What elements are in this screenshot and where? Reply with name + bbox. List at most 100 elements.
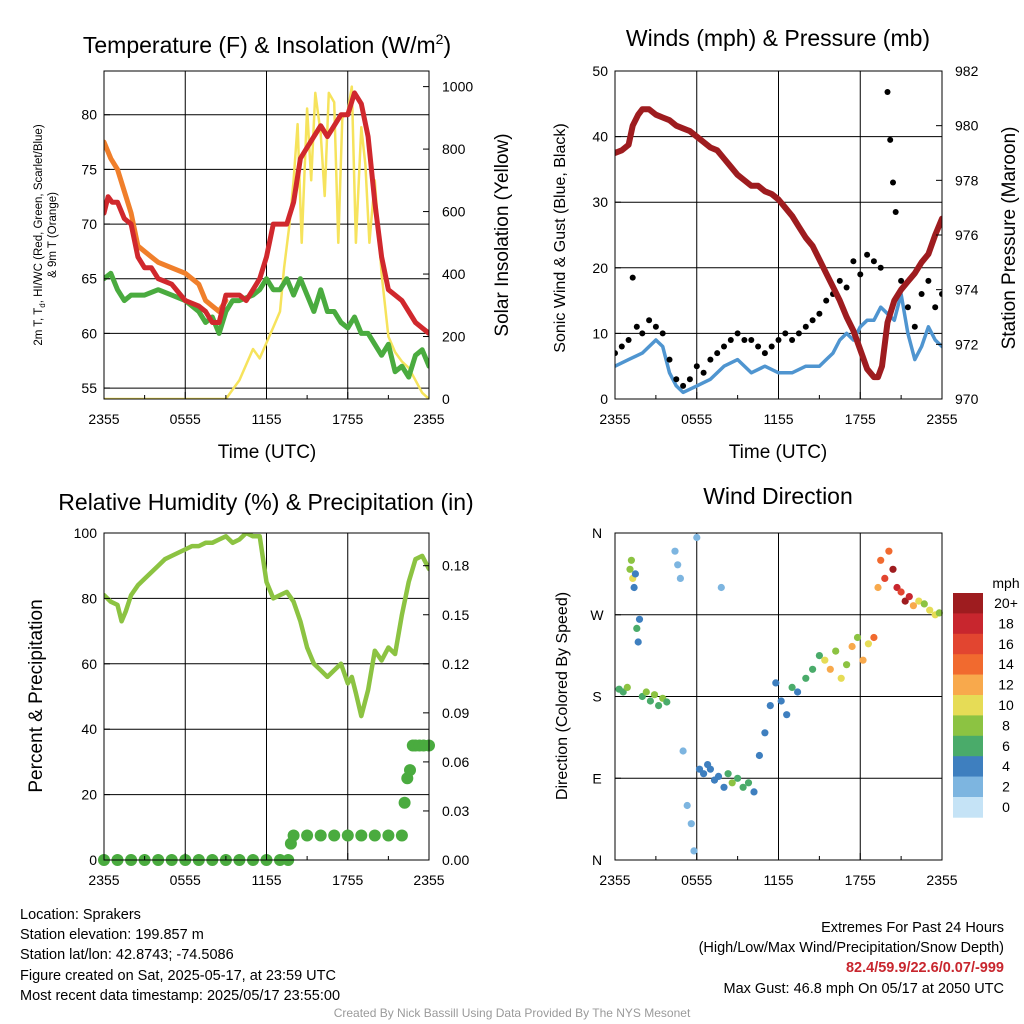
max-gust: Max Gust: 46.8 mph On 05/17 at 2050 UTC	[723, 980, 1004, 997]
legend-swatch	[953, 756, 983, 777]
y2-tick-label: 976	[955, 227, 979, 243]
legend-swatch	[953, 797, 983, 818]
wind-direction-point	[864, 640, 873, 648]
y-tick-label: 0	[89, 852, 97, 868]
humidity-x-ticks: 2355 0555 1155 1755 2355	[88, 853, 445, 888]
legend-swatch	[953, 674, 983, 696]
credit-line: Created By Nick Bassill Using Data Provi…	[333, 1006, 691, 1020]
humidity-y-label: Percent & Precipitation	[26, 599, 47, 792]
y-tick-label: 20	[81, 787, 97, 803]
x-tick-label: 1755	[332, 411, 363, 427]
y2-tick-label: 970	[955, 391, 979, 407]
wind-direction-point	[739, 783, 747, 791]
station-info: Location: Sprakers Station elevation: 19…	[20, 905, 340, 1006]
x-tick-label: 1755	[845, 411, 876, 427]
wind-direction-point	[877, 556, 885, 564]
y-tick-label: 80	[81, 107, 97, 123]
wind-direction-point	[821, 656, 829, 664]
x-tick-label: 0555	[681, 872, 712, 888]
y2-tick-label: 200	[442, 329, 466, 345]
direction-tick-label: E	[592, 770, 601, 786]
wind-direction-point	[843, 661, 851, 669]
legend-swatch	[953, 613, 983, 635]
gust-point	[686, 376, 693, 383]
wind-direction-point	[623, 683, 631, 692]
wind-direction-point	[700, 770, 708, 778]
legend-label: 6	[1002, 738, 1010, 754]
legend-label: 8	[1002, 717, 1010, 733]
extremes-info: Extremes For Past 24 Hours (High/Low/Max…	[699, 918, 1004, 999]
precip-point	[341, 829, 354, 842]
wind-direction-point	[631, 570, 640, 578]
gust-point	[892, 209, 899, 215]
legend-label: 16	[998, 636, 1014, 652]
wind-direction-point	[794, 688, 802, 696]
gust-point	[939, 291, 942, 297]
y-tick-label: 100	[74, 525, 98, 541]
temperature-panel: Temperature (F) & Insolation (W/m2) 55 60…	[33, 31, 513, 463]
gust-point	[918, 291, 925, 297]
gust-point	[625, 337, 632, 343]
wind-direction-point	[693, 533, 701, 542]
wind-direction-point	[920, 600, 928, 608]
direction-tick-label: W	[590, 607, 604, 623]
y2-tick-label: 0.03	[442, 803, 469, 819]
precip-point	[368, 829, 381, 842]
speed-legend: 20+ 18 16 14 12 10 8 6 4 2 0	[953, 593, 1018, 818]
gust-point	[734, 330, 741, 337]
gust-point	[618, 343, 625, 350]
gust-point	[646, 317, 653, 324]
x-tick-label: 1155	[251, 872, 281, 888]
y2-tick-label: 0.06	[442, 754, 469, 770]
wind-direction-point	[690, 847, 698, 855]
gust-point	[836, 277, 843, 284]
gust-point	[707, 356, 714, 363]
y2-tick-label: 0.15	[442, 607, 469, 623]
y-tick-label: 50	[592, 63, 608, 79]
series-2m-td	[104, 270, 429, 380]
speed-legend-title: mph	[992, 575, 1019, 591]
extremes-title: Extremes For Past 24 Hours	[821, 920, 1004, 936]
gust-point	[877, 264, 884, 271]
winds-x-label: Time (UTC)	[729, 442, 828, 463]
gust-point	[755, 343, 762, 350]
gust-point	[850, 258, 857, 265]
wind-direction-point	[634, 638, 642, 646]
temperature-y-ticks: 55 60 65 70 75 80	[81, 107, 110, 396]
wind-direction-point	[663, 698, 671, 706]
insolation-y-label: Solar Insolation (Yellow)	[492, 133, 513, 336]
gust-point	[816, 310, 823, 317]
wind-direction-point	[783, 711, 791, 719]
wind-direction-point	[627, 556, 636, 564]
gust-point	[843, 284, 850, 291]
wind-direction-point	[734, 774, 742, 782]
gust-point	[925, 277, 932, 284]
winds-y-ticks: 0 10 20 30 40 50	[592, 63, 621, 407]
wind-direction-point	[683, 801, 691, 810]
legend-label: 2	[1002, 779, 1010, 795]
wind-direction-point	[809, 665, 817, 673]
wind-direction-point	[935, 609, 943, 617]
insolation-y-ticks: 0 200 400 600 800 1000	[423, 79, 473, 407]
gust-point	[721, 343, 727, 350]
winds-x-ticks: 2355 0555 1155 1755 2355	[599, 392, 958, 427]
wind-direction-point	[642, 688, 650, 696]
pressure-y-label: Station Pressure (Maroon)	[999, 127, 1020, 350]
series-9m-t	[104, 139, 229, 314]
y2-tick-label: 972	[955, 336, 979, 352]
humidity-y-ticks: 0 20 40 60 80 100	[74, 525, 110, 868]
gust-point	[789, 337, 796, 343]
precip-point	[404, 764, 416, 777]
humidity-title: Relative Humidity (%) & Precipitation (i…	[58, 489, 473, 515]
x-tick-label: 1155	[763, 411, 793, 427]
precip-point	[382, 829, 395, 842]
gust-point	[795, 330, 802, 337]
wind-direction-point	[671, 547, 679, 555]
y2-tick-label: 0	[442, 391, 450, 407]
precip-point	[328, 829, 341, 842]
wind-direction-point	[874, 583, 882, 592]
wind-direction-point	[826, 665, 834, 673]
legend-swatch	[953, 695, 983, 716]
direction-tick-label: N	[592, 852, 602, 868]
